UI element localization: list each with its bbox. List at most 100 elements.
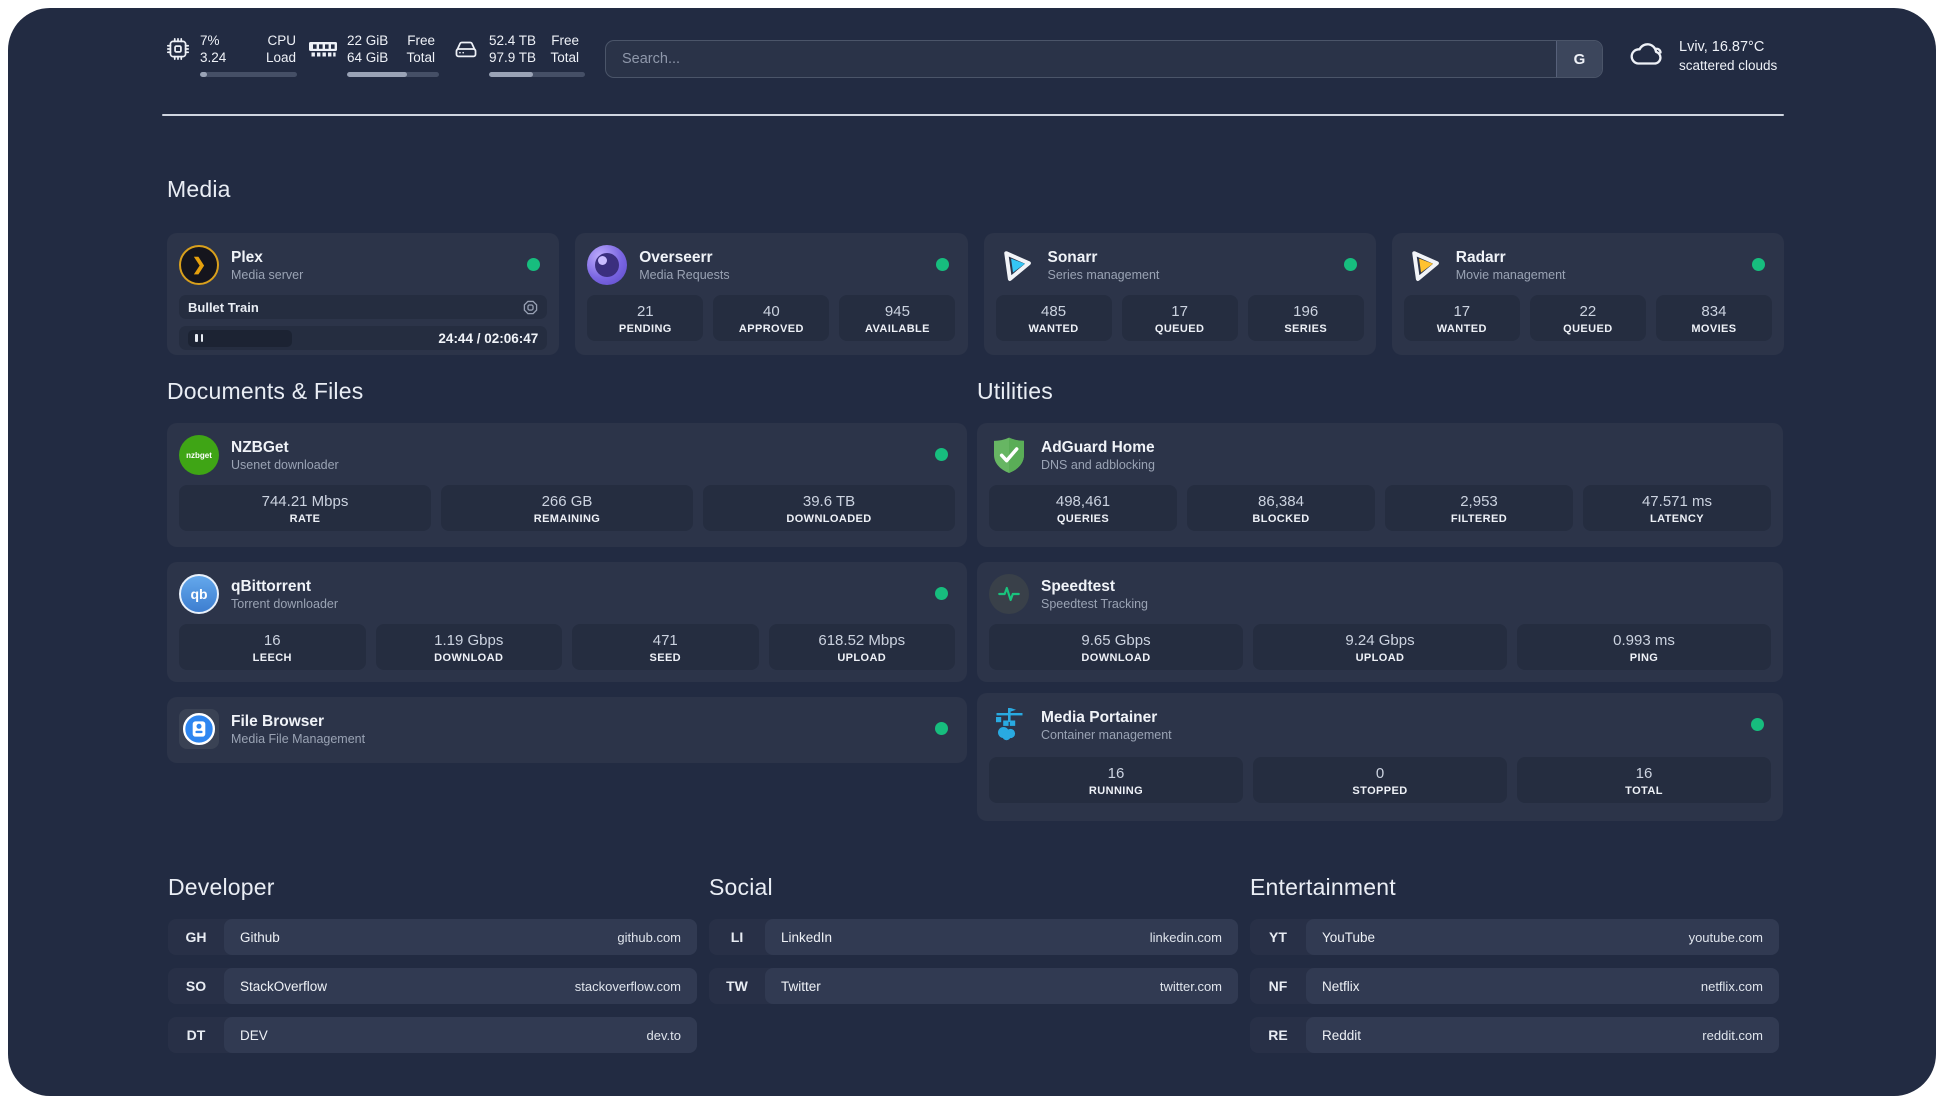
stat-label: STOPPED: [1352, 785, 1408, 797]
stat-value: 86,384: [1258, 493, 1304, 510]
search-input[interactable]: [606, 51, 1556, 67]
player-row: 24:44 / 02:06:47: [179, 326, 548, 350]
bookmark-abbr: DT: [186, 1027, 206, 1043]
bookmark-twitter[interactable]: TW Twitter twitter.com: [709, 968, 1238, 1004]
bookmark-reddit[interactable]: RE Reddit reddit.com: [1250, 1017, 1779, 1053]
stat-tile: 16 TOTAL: [1517, 757, 1771, 803]
cpu-widget: 7% 3.24 CPU Load: [165, 32, 297, 77]
pause-button[interactable]: [188, 329, 292, 347]
qbittorrent-icon: qb: [179, 574, 219, 614]
bookmark-url: linkedin.com: [1149, 929, 1222, 945]
stat-label: PENDING: [618, 323, 672, 335]
now-playing-title: Bullet Train: [188, 299, 259, 315]
stat-tile: 16 RUNNING: [989, 757, 1243, 803]
stat-label: LATENCY: [1650, 513, 1704, 525]
section-title-entertainment: Entertainment: [1250, 874, 1396, 900]
bookmark-name: StackOverflow: [240, 978, 328, 994]
adguard-icon: [989, 435, 1029, 475]
memory-free-label: Free: [407, 33, 435, 48]
app-card-speedtest[interactable]: Speedtest Speedtest Tracking 9.65 Gbps D…: [977, 562, 1783, 682]
bookmark-name: DEV: [240, 1027, 268, 1043]
session-camera-icon: [523, 300, 538, 315]
storage-total-value: 97.9 TB: [489, 50, 537, 65]
stat-label: SEED: [649, 652, 682, 664]
cpu-label: CPU: [267, 33, 296, 48]
stat-label: FILTERED: [1450, 513, 1508, 525]
app-card-plex[interactable]: ❯ Plex Media server Bullet Train 24:: [167, 233, 560, 355]
memory-widget: 22 GiB 64 GiB Free Total: [308, 32, 439, 77]
bookmark-abbr: RE: [1268, 1027, 1288, 1043]
app-name: qBittorrent: [231, 577, 312, 595]
app-card-filebrowser[interactable]: File Browser Media File Management: [167, 697, 967, 763]
stat-tile: 834 MOVIES: [1655, 295, 1772, 341]
stat-value: 485: [1041, 303, 1067, 320]
stat-label: DOWNLOAD: [434, 652, 504, 664]
search-engine-button[interactable]: G: [1556, 41, 1602, 77]
stat-tile: 17 QUEUED: [1121, 295, 1238, 341]
status-online-dot: [1343, 258, 1357, 271]
storage-widget: 52.4 TB 97.9 TB Free Total: [452, 32, 585, 77]
app-subtitle: Speedtest Tracking: [1041, 596, 1149, 611]
section-title-documents: Documents & Files: [167, 378, 364, 404]
bookmark-dev[interactable]: DT DEV dev.to: [168, 1017, 697, 1053]
app-subtitle: Torrent downloader: [231, 596, 339, 611]
app-name: NZBGet: [231, 438, 289, 456]
stat-label: DOWNLOAD: [1081, 652, 1151, 664]
stat-label: DOWNLOADED: [786, 513, 872, 525]
stat-tile: 16 LEECH: [179, 624, 366, 670]
app-card-portainer[interactable]: Media Portainer Container management 16 …: [977, 693, 1783, 821]
bookmark-abbr: SO: [185, 978, 207, 994]
memory-free-value: 22 GiB: [347, 33, 389, 48]
stat-label: AVAILABLE: [864, 323, 930, 335]
stat-value: 498,461: [1055, 493, 1111, 510]
app-card-sonarr[interactable]: Sonarr Series management 485 WANTED 17 Q…: [983, 233, 1376, 355]
bookmark-linkedin[interactable]: LI LinkedIn linkedin.com: [709, 919, 1238, 955]
overseerr-icon: [587, 245, 628, 285]
stat-tile: 196 SERIES: [1247, 295, 1364, 341]
bookmark-github[interactable]: GH Github github.com: [168, 919, 697, 955]
app-name: Plex: [231, 248, 263, 266]
cloud-icon: [1628, 39, 1666, 74]
bookmark-netflix[interactable]: NF Netflix netflix.com: [1250, 968, 1779, 1004]
bookmark-name: Netflix: [1322, 978, 1360, 994]
cpu-percent: 7%: [200, 33, 220, 48]
stat-tile: 945 AVAILABLE: [839, 295, 956, 341]
app-card-nzbget[interactable]: nzbget NZBGet Usenet downloader 744.21 M…: [167, 423, 967, 547]
status-online-dot: [935, 258, 949, 271]
bookmark-url: twitter.com: [1159, 978, 1222, 994]
bookmark-url: dev.to: [646, 1027, 681, 1043]
app-card-qbittorrent[interactable]: qb qBittorrent Torrent downloader 16 LEE…: [167, 562, 967, 682]
stat-label: UPLOAD: [837, 652, 887, 664]
stat-label: QUEUED: [1154, 323, 1205, 335]
app-card-overseerr[interactable]: Overseerr Media Requests 21 PENDING 40 A…: [575, 233, 968, 355]
stat-tile: 9.65 Gbps DOWNLOAD: [989, 624, 1243, 670]
bookmark-url: reddit.com: [1702, 1027, 1763, 1043]
bookmark-youtube[interactable]: YT YouTube youtube.com: [1250, 919, 1779, 955]
app-subtitle: Series management: [1047, 267, 1160, 282]
app-card-radarr[interactable]: Radarr Movie management 17 WANTED 22 QUE…: [1391, 233, 1784, 355]
app-name: Overseerr: [639, 248, 713, 266]
section-title-developer: Developer: [168, 874, 275, 900]
stat-tile: 22 QUEUED: [1529, 295, 1646, 341]
stat-value: 47.571 ms: [1641, 493, 1713, 510]
nzbget-icon: nzbget: [179, 435, 219, 475]
status-online-dot: [527, 258, 541, 271]
app-subtitle: Usenet downloader: [231, 457, 339, 472]
stat-value: 39.6 TB: [802, 493, 856, 510]
stat-value: 22: [1579, 303, 1597, 320]
stat-value: 744.21 Mbps: [261, 493, 349, 510]
cpu-load-value: 3.24: [200, 50, 227, 65]
cpu-icon: [165, 36, 191, 62]
dashboard: 7% 3.24 CPU Load 22 GiB: [8, 8, 1936, 1096]
app-card-adguard[interactable]: AdGuard Home DNS and adblocking 498,461 …: [977, 423, 1783, 547]
storage-icon: [452, 36, 480, 62]
filebrowser-icon: [179, 709, 219, 749]
app-subtitle: DNS and adblocking: [1041, 457, 1155, 472]
stat-label: WANTED: [1436, 323, 1487, 335]
memory-icon: [308, 39, 338, 59]
stat-value: 0: [1375, 765, 1385, 782]
stat-tile: 471 SEED: [572, 624, 759, 670]
bookmark-stackoverflow[interactable]: SO StackOverflow stackoverflow.com: [168, 968, 697, 1004]
app-subtitle: Media File Management: [231, 731, 366, 746]
stat-label: LEECH: [252, 652, 292, 664]
